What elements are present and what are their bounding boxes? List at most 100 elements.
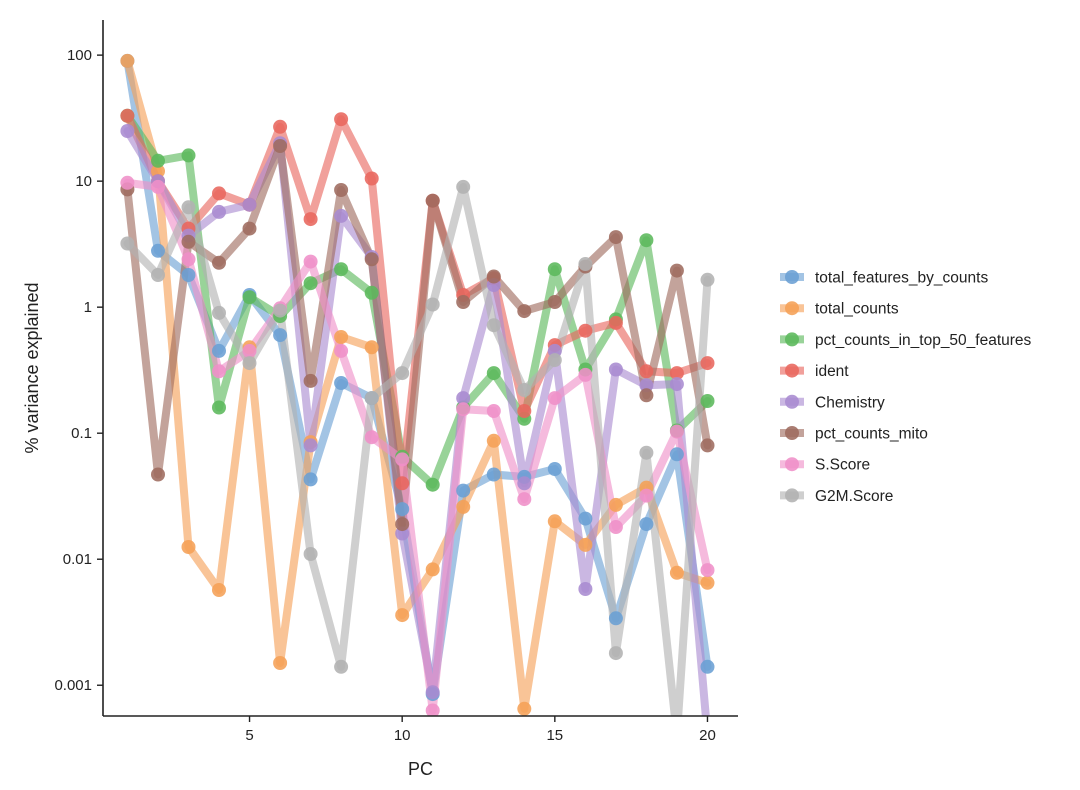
series-0-point [639,517,654,532]
series-4-point [303,438,318,453]
series-6-point [547,391,562,406]
x-tick-label: 15 [546,727,563,744]
series-6-point [364,430,379,445]
legend-swatch-point [785,363,799,378]
series-5-point [242,221,257,236]
series-6-point [700,563,715,578]
series-6-point [303,254,318,269]
series-6-point [151,179,165,194]
series-5-point [303,373,318,388]
series-6-point [334,343,349,358]
series-3-point [578,323,593,338]
series-1-point [608,497,623,512]
series-7-point [242,356,257,371]
y-axis-title: % variance explained [22,282,42,453]
legend-label: pct_counts_mito [815,426,928,443]
y-tick-label: 1 [84,299,92,316]
series-1-point [578,537,593,552]
series-1-point [212,583,226,597]
series-1-point [547,514,562,529]
series-1-point [120,53,135,68]
legend-label: S.Score [815,457,870,474]
legend-label: Chemistry [815,394,885,411]
series-6-point [608,520,623,534]
series-4-point [120,124,135,138]
series-7-point [181,200,196,215]
legend-swatch-point [785,301,799,316]
y-tick-label: 100 [67,47,92,64]
series-4-point [517,476,532,491]
series-3-point [395,476,410,491]
series-0-point [181,268,196,282]
series-6-point [395,452,410,467]
series-6-point [669,424,684,439]
x-axis-title: PC [408,759,433,779]
legend-label: ident [815,363,849,380]
legend-swatch-point [785,457,799,472]
series-4-point [608,362,623,377]
series-5-point [547,295,562,309]
legend-swatch-point [785,426,799,440]
series-3-point [669,366,684,381]
series-6-point [242,343,257,358]
series-4-point [578,582,593,596]
axes: 100 10 1 0.1 0.01 0.001 5 10 15 20 [54,20,738,744]
legend-label: total_counts [815,301,899,318]
legend-swatch-point [785,270,799,284]
series-1-point [517,701,532,716]
series-1-point [395,608,410,623]
series-0-point [303,472,318,487]
series-7-point [517,383,532,397]
series-4-point [425,685,440,700]
series-5-point [273,139,288,153]
series-7-point [578,257,593,271]
series-0-point [395,502,410,517]
series-6-point [456,402,471,417]
y-tick-label: 0.01 [63,551,92,568]
series-0-point [273,328,288,343]
legend: total_features_by_counts total_counts pct_… [780,270,1032,505]
series-7-point [456,179,471,194]
series-0-point [700,659,715,674]
series-0-point [151,243,165,258]
series-5-point [395,517,410,532]
series-3-point [334,112,349,127]
x-axis-ticks: 5 10 15 20 [245,716,716,744]
series-5-point [181,234,196,249]
series-4-point [212,204,226,219]
series-2-point [425,477,440,492]
series-5-point [151,467,165,482]
series-3-point [303,212,318,227]
series-7-point [120,236,135,251]
series-1-point [273,656,288,670]
series-5-point [364,252,379,267]
series-6-point [181,252,196,267]
series-0-point [608,611,623,626]
series-4-point [639,378,654,393]
series-points [120,53,715,716]
x-tick-label: 10 [394,727,411,744]
series-6-point [639,488,654,503]
series-4-point [334,208,349,223]
series-7-point [547,353,562,368]
series-5-point [486,269,501,284]
series-1-point [425,562,440,577]
series-3-point [517,404,532,418]
series-0-point [212,343,226,358]
series-3-point [364,171,379,186]
series-7-point [486,318,501,333]
series-2-point [700,394,715,408]
series-5-point [517,304,532,319]
series-7-point [334,659,349,674]
series-5-point [669,263,684,278]
series-2-point [181,148,196,163]
y-tick-label: 0.001 [54,677,92,694]
series-1-point [364,340,379,355]
legend-label: G2M.Score [815,488,893,505]
series-3-point [639,364,654,379]
series-6-point [425,703,440,716]
series-2-point [151,153,165,168]
series-1-point [700,575,715,590]
series-0-point [334,376,349,390]
